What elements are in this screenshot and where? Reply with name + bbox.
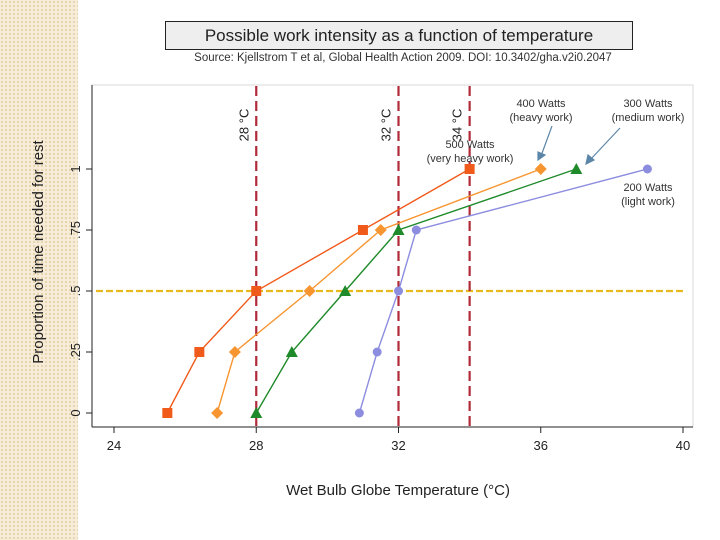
annotation-light-line1: 200 Watts [623,182,673,194]
annotation-heavy: 400 Watts (heavy work) [510,98,573,124]
annotation-medium-line1: 300 Watts [623,98,673,110]
y-axis-label: Proportion of time needed for rest [30,139,47,363]
x-tick-label-36: 36 [534,438,548,453]
y-tick-label-4: 1 [68,165,83,172]
marker-medium-1 [285,346,298,357]
chart-title: Possible work intensity as a function of… [165,21,633,50]
marker-very_heavy-0 [162,408,173,418]
arrow-heavy [540,125,553,157]
temp-line-label-34: 34 °C [450,109,465,142]
marker-heavy-3 [374,224,387,236]
marker-very_heavy-3 [357,225,368,235]
y-tick-label-3: .75 [68,221,83,239]
x-tick-label-24: 24 [107,438,121,453]
marker-heavy-0 [211,407,224,419]
marker-light-2 [394,286,403,296]
y-tick-label-2: .5 [68,286,83,297]
x-tick-label-32: 32 [391,438,405,453]
marker-medium-4 [570,163,583,174]
marker-light-3 [411,225,421,235]
plot-area: 24 28 32 36 40 0 .25 .5 .75 1 28 °C 32 °C 34 °C [68,84,694,453]
marker-very_heavy-2 [251,286,262,296]
temp-line-label-32: 32 °C [379,109,394,142]
annotation-very-heavy-line1: 500 Watts [445,139,495,151]
arrow-heavy-head [537,151,547,162]
annotation-heavy-line2: (heavy work) [510,112,573,124]
marker-very_heavy-1 [194,347,205,357]
annotation-arrows [537,125,621,166]
marker-heavy-2 [303,285,316,297]
annotation-light: 200 Watts (light work) [621,182,675,208]
x-tick-label-28: 28 [249,438,263,453]
annotation-very-heavy: 500 Watts (very heavy work) [427,139,514,165]
decorative-side-stripe [0,0,78,540]
y-tick-label-1: .25 [68,343,83,361]
arrow-medium-head [585,153,596,166]
marker-heavy-1 [228,346,241,358]
marker-light-0 [354,408,364,418]
annotation-medium-line2: (medium work) [612,112,685,124]
y-tick-label-0: 0 [68,409,83,416]
marker-medium-3 [392,224,405,235]
x-tick-label-40: 40 [676,438,690,453]
marker-heavy-4 [534,163,547,175]
marker-light-4 [642,164,652,174]
annotation-very-heavy-line2: (very heavy work) [427,153,514,165]
annotation-medium: 300 Watts (medium work) [612,98,685,124]
marker-medium-2 [339,285,352,296]
chart-subtitle: Source: Kjellstrom T et al, Global Healt… [194,52,612,64]
marker-medium-0 [250,407,263,418]
marker-very_heavy-4 [464,164,475,174]
temp-line-label-28: 28 °C [236,109,251,142]
marker-light-1 [372,347,382,357]
arrow-medium [589,127,621,161]
annotation-light-line2: (light work) [621,196,675,208]
x-axis-label: Wet Bulb Globe Temperature (°C) [286,482,510,499]
annotation-heavy-line1: 400 Watts [516,98,566,110]
